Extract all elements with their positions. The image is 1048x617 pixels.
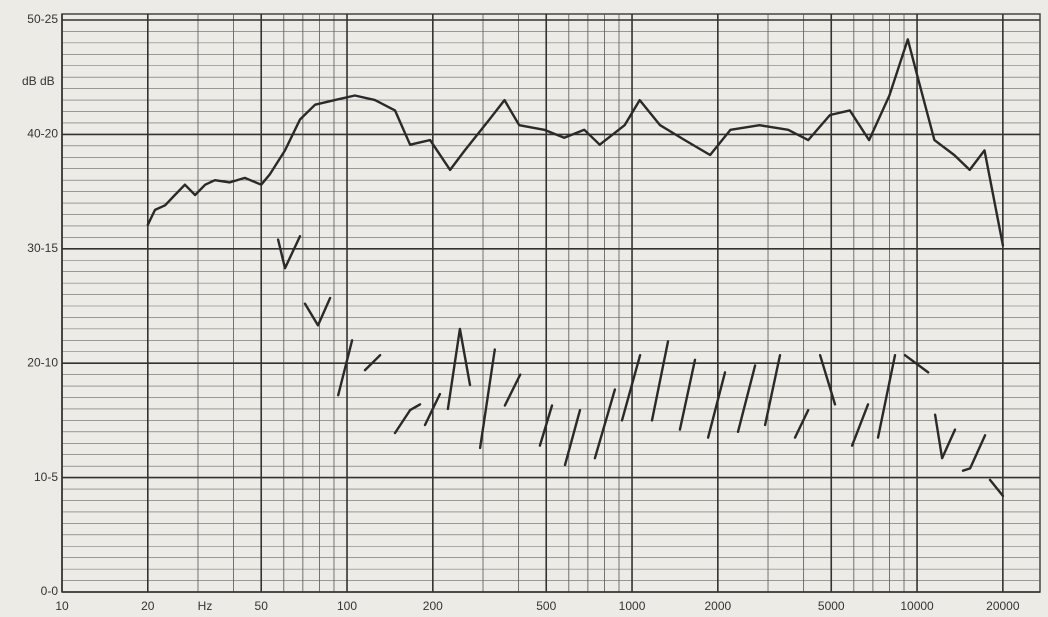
x-tick-label: 100 <box>337 599 357 613</box>
x-axis-label: Hz <box>198 599 213 613</box>
x-tick-label: 1000 <box>619 599 646 613</box>
x-tick-label: 10000 <box>900 599 934 613</box>
y-tick-label: 10-5 <box>34 470 58 484</box>
x-tick-label: 2000 <box>704 599 731 613</box>
y-tick-label: 40-20 <box>27 127 58 141</box>
series-line <box>276 235 1005 498</box>
x-tick-label: 20000 <box>986 599 1020 613</box>
y-tick-label: 0-0 <box>41 584 59 598</box>
y-tick-label: 20-10 <box>27 355 58 369</box>
plot-area <box>61 13 1041 593</box>
x-tick-label: 20 <box>141 599 155 613</box>
x-tick-label: 5000 <box>818 599 845 613</box>
y-tick-label: 30-15 <box>27 241 58 255</box>
y-axis-label: dB dB <box>22 74 55 88</box>
series-line <box>146 38 1005 247</box>
x-tick-label: 10 <box>55 599 69 613</box>
x-tick-label: 200 <box>423 599 443 613</box>
y-tick-label: 50-25 <box>27 12 58 26</box>
x-tick-label: 50 <box>255 599 269 613</box>
x-tick-label: 500 <box>536 599 556 613</box>
